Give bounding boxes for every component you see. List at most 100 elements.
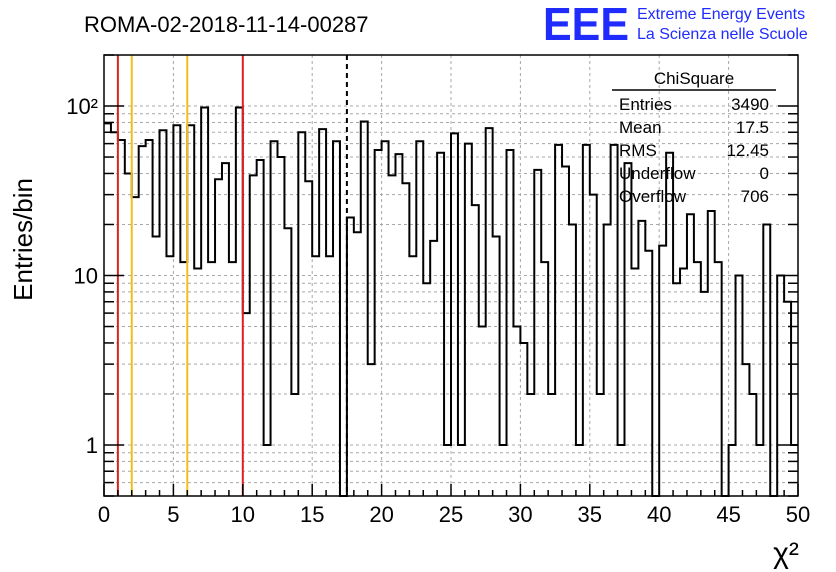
- histogram-bin: [333, 141, 340, 496]
- histogram-bin: [444, 445, 451, 496]
- histogram-bin: [104, 123, 111, 496]
- histogram-bin: [160, 130, 167, 496]
- histogram-bin: [382, 141, 389, 496]
- histogram-bin: [555, 145, 562, 496]
- stats-value-overflow: 706: [741, 187, 769, 206]
- histogram-bin: [694, 262, 701, 496]
- stats-title: ChiSquare: [654, 69, 734, 88]
- histogram-bin: [201, 108, 208, 496]
- histogram-bin: [645, 251, 652, 496]
- histogram-bin: [395, 154, 402, 496]
- histogram-bin: [618, 445, 625, 496]
- histogram-bin: [194, 268, 201, 496]
- histogram-bin: [583, 145, 590, 496]
- histogram-layer: [104, 106, 798, 497]
- histogram-bin: [361, 122, 368, 496]
- histogram-bin: [257, 160, 264, 496]
- histogram-bin: [507, 150, 514, 496]
- histogram-bin: [777, 276, 784, 497]
- histogram-bin: [659, 246, 666, 496]
- histogram-bin: [611, 145, 618, 496]
- histogram-bin: [486, 128, 493, 496]
- stats-value-rms: 12.45: [726, 141, 769, 160]
- axes-layer: [103, 54, 799, 497]
- histogram-bin: [541, 262, 548, 496]
- logo-line-2: La Scienza nelle Scuole: [637, 26, 808, 43]
- x-tick-label: 10: [231, 502, 255, 527]
- x-tick-label: 35: [578, 502, 602, 527]
- histogram-bin: [451, 133, 458, 496]
- y-tick-label: 1: [86, 433, 98, 458]
- histogram-bin: [139, 146, 146, 496]
- histogram-bin: [250, 175, 257, 496]
- eee-logo-mark: EEE: [543, 0, 629, 50]
- histogram-bin: [180, 262, 187, 496]
- histogram-bin: [284, 228, 291, 496]
- histogram-bin: [465, 144, 472, 496]
- histogram-bin: [763, 224, 770, 496]
- histogram-bin: [326, 256, 333, 496]
- histogram-bin: [243, 313, 250, 496]
- stats-value-mean: 17.5: [736, 118, 769, 137]
- histogram-bin: [749, 394, 756, 496]
- histogram-bin: [742, 364, 749, 496]
- histogram-bin: [153, 236, 160, 496]
- histogram-bin: [118, 140, 125, 496]
- stats-value-underflow: 0: [760, 164, 769, 183]
- tick-labels-layer: 0 5 10 15 20 25 30 35 40 45 50 1 10 10²: [66, 94, 810, 527]
- x-tick-label: 20: [369, 502, 393, 527]
- histogram-bin: [264, 445, 271, 496]
- histogram-bin: [756, 445, 763, 496]
- histogram-bin: [208, 262, 215, 496]
- histogram-bin: [409, 256, 416, 496]
- histogram-bin: [430, 241, 437, 496]
- histogram-bin: [562, 166, 569, 496]
- x-axis-label: χ²: [773, 537, 799, 570]
- histogram-bin: [590, 195, 597, 496]
- histogram-bin: [291, 394, 298, 496]
- histogram-bin: [125, 173, 132, 496]
- histogram-bin: [729, 445, 736, 496]
- x-tick-label: 30: [508, 502, 532, 527]
- histogram-bin: [187, 125, 194, 496]
- chart-title: ROMA-02-2018-11-14-00287: [84, 12, 369, 37]
- histogram-bin: [215, 179, 222, 496]
- histogram-bin: [319, 129, 326, 496]
- histogram-bin: [631, 268, 638, 496]
- histogram-bin: [229, 262, 236, 496]
- histogram-bin: [146, 140, 153, 496]
- stats-box: ChiSquare Entries 3490 Mean 17.5 RMS 12.…: [612, 69, 776, 206]
- histogram-bin: [437, 153, 444, 496]
- histogram-bin: [298, 132, 305, 496]
- histogram-bin: [479, 327, 486, 496]
- x-tick-label: 5: [167, 502, 179, 527]
- stats-label-overflow: Overflow: [619, 187, 687, 206]
- histogram-bin: [569, 224, 576, 496]
- histogram-bin: [513, 327, 520, 496]
- histogram-bin: [472, 205, 479, 496]
- stats-label-underflow: Underflow: [619, 164, 696, 183]
- logo-line-1: Extreme Energy Events: [637, 6, 805, 23]
- eee-logo: EEE Extreme Energy Events La Scienza nel…: [543, 0, 808, 50]
- histogram-bin: [173, 125, 180, 496]
- histogram-bin: [500, 445, 507, 496]
- histogram-outline: [104, 106, 798, 497]
- x-tick-label: 15: [300, 502, 324, 527]
- histogram-bin: [423, 283, 430, 496]
- x-tick-label: 25: [439, 502, 463, 527]
- histogram-bin: [784, 302, 791, 496]
- histogram-bin: [458, 445, 465, 496]
- y-tick-label: 10²: [66, 94, 98, 119]
- histogram-bin: [132, 197, 139, 496]
- x-tick-label: 45: [716, 502, 740, 527]
- histogram-bin: [312, 256, 319, 496]
- histogram-bin: [222, 163, 229, 496]
- histogram-bin: [708, 211, 715, 496]
- histogram-bin: [604, 224, 611, 496]
- histogram-bin: [389, 175, 396, 496]
- histogram-bin: [347, 217, 354, 496]
- stats-value-entries: 3490: [731, 95, 769, 114]
- histogram-bin: [271, 141, 278, 496]
- y-axis-label: Entries/bin: [8, 178, 38, 301]
